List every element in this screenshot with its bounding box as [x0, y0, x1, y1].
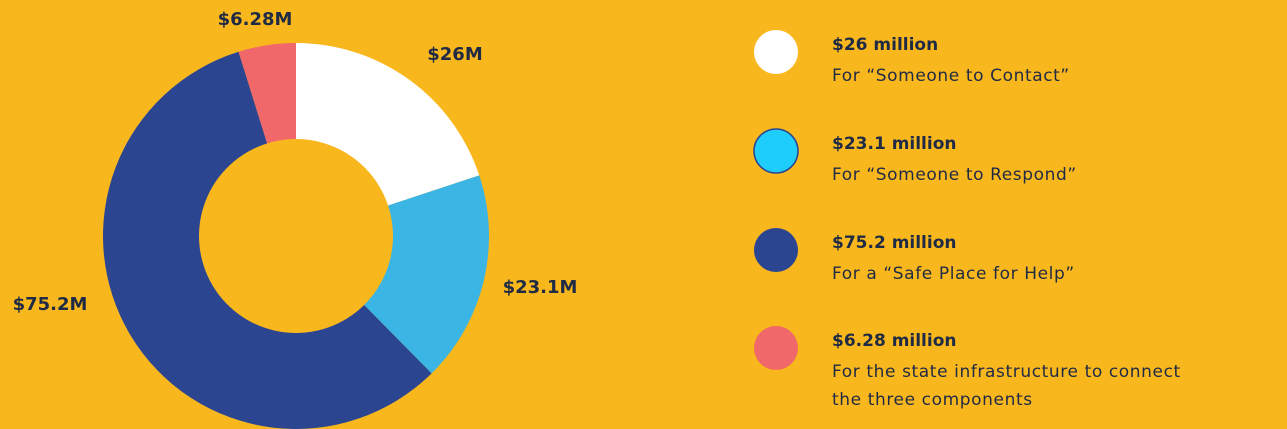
legend-swatch: [754, 228, 798, 272]
legend-swatch: [753, 128, 799, 174]
legend-text: For a “Safe Place for Help”: [832, 264, 1075, 284]
legend-title: $6.28 million: [832, 331, 957, 351]
donut-slice: [296, 43, 480, 206]
donut-slice: [238, 43, 296, 144]
value-label: $6.28M: [218, 9, 293, 30]
legend-text: For “Someone to Contact”: [832, 66, 1070, 86]
donut-slice: [103, 51, 432, 429]
legend-title: $75.2 million: [832, 233, 957, 253]
legend-text: the three components: [832, 390, 1033, 410]
legend-text: For the state infrastructure to connect: [832, 362, 1181, 382]
legend-swatch: [754, 326, 798, 370]
legend-text: For “Someone to Respond”: [832, 165, 1077, 185]
value-label: $75.2M: [13, 294, 88, 315]
legend-title: $26 million: [832, 35, 938, 55]
value-label: $23.1M: [503, 277, 578, 298]
value-label: $26M: [427, 44, 483, 65]
donut-slice: [364, 175, 490, 374]
legend-swatch: [754, 30, 798, 74]
legend-title: $23.1 million: [832, 134, 957, 154]
